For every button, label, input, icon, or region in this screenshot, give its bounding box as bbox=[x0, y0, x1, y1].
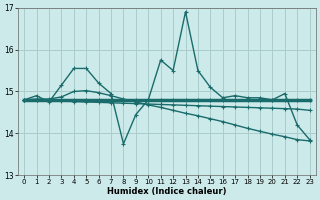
X-axis label: Humidex (Indice chaleur): Humidex (Indice chaleur) bbox=[107, 187, 227, 196]
